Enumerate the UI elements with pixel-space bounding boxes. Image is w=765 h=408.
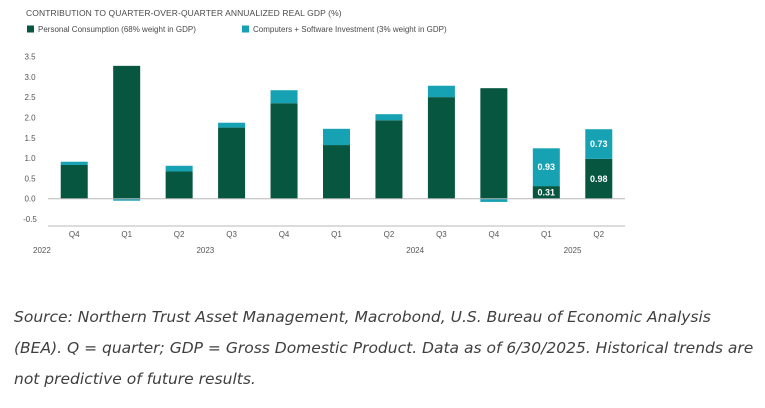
- y-tick-label: 2.0: [24, 113, 36, 122]
- bar-computers-software: [427, 85, 455, 98]
- bar-personal-consumption: [113, 65, 141, 199]
- bar-personal-consumption: [375, 120, 403, 199]
- data-label: 0.73: [590, 139, 608, 149]
- x-axis-quarter-labels: Q4 Q1 Q2 Q3 Q4 Q1 Q2 Q3 Q4 Q1 Q2: [69, 230, 605, 239]
- data-label: 0.93: [538, 162, 556, 172]
- x-tick-label: Q3: [436, 230, 447, 239]
- y-tick-label: 0.5: [24, 174, 36, 183]
- legend-swatch-computers-software: [242, 25, 249, 33]
- bar-computers-software: [480, 198, 508, 202]
- bar-computers-software: [323, 128, 350, 146]
- year-label: 2025: [564, 246, 582, 255]
- bar-computers-software: [165, 165, 193, 172]
- bar-personal-consumption: [585, 158, 613, 199]
- gdp-contribution-chart: CONTRIBUTION TO QUARTER-OVER-QUARTER ANN…: [23, 8, 625, 255]
- data-label: 0.31: [538, 187, 556, 197]
- year-label: 2024: [406, 246, 424, 255]
- y-tick-label: -0.5: [23, 215, 37, 224]
- x-tick-label: Q2: [593, 230, 604, 239]
- x-axis-year-labels: 2022 2023 2024 2025: [33, 246, 582, 255]
- y-tick-label: 3.0: [24, 73, 36, 82]
- bar-personal-consumption: [218, 127, 246, 199]
- bar-personal-consumption: [323, 145, 350, 199]
- legend-label-personal-consumption: Personal Consumption (68% weight in GDP): [38, 25, 196, 34]
- bar-computers-software: [585, 129, 613, 159]
- bar-computers-software: [113, 198, 141, 201]
- y-tick-label: 1.5: [24, 134, 36, 143]
- x-tick-label: Q1: [541, 230, 552, 239]
- x-tick-label: Q1: [121, 230, 132, 239]
- y-tick-label: 3.5: [24, 53, 36, 62]
- y-axis-ticks: 3.5 3.0 2.5 2.0 1.5 1.0 0.5 0.0 -0.5: [23, 53, 37, 225]
- legend: Personal Consumption (68% weight in GDP)…: [27, 25, 447, 34]
- y-tick-label: 0.0: [24, 195, 36, 204]
- y-tick-label: 2.5: [24, 93, 36, 102]
- data-label: 0.98: [590, 174, 608, 184]
- bar-personal-consumption: [427, 97, 455, 199]
- legend-label-computers-software: Computers + Software Investment (3% weig…: [253, 25, 447, 34]
- year-label: 2023: [196, 246, 214, 255]
- bar-computers-software: [60, 161, 88, 165]
- bar-computers-software: [270, 90, 298, 104]
- bar-computers-software: [532, 148, 560, 187]
- bar-computers-software: [218, 122, 246, 128]
- bar-personal-consumption: [270, 103, 298, 199]
- bar-personal-consumption: [165, 171, 193, 199]
- source-caption: Source: Northern Trust Asset Management,…: [14, 308, 754, 388]
- x-tick-label: Q2: [174, 230, 185, 239]
- legend-swatch-personal-consumption: [27, 25, 34, 33]
- chart-title: CONTRIBUTION TO QUARTER-OVER-QUARTER ANN…: [26, 8, 342, 18]
- year-label: 2022: [33, 246, 51, 255]
- x-tick-label: Q1: [331, 230, 342, 239]
- bars: [60, 65, 613, 202]
- bar-personal-consumption: [480, 88, 508, 199]
- y-tick-label: 1.0: [24, 154, 36, 163]
- x-tick-label: Q3: [226, 230, 237, 239]
- x-tick-label: Q4: [69, 230, 80, 239]
- bar-personal-consumption: [532, 186, 560, 199]
- x-tick-label: Q4: [489, 230, 500, 239]
- bar-personal-consumption: [60, 164, 88, 199]
- bar-computers-software: [375, 114, 403, 121]
- x-tick-label: Q2: [384, 230, 395, 239]
- data-labels: 0.31 0.93 0.98 0.73: [538, 139, 608, 197]
- x-tick-label: Q4: [279, 230, 290, 239]
